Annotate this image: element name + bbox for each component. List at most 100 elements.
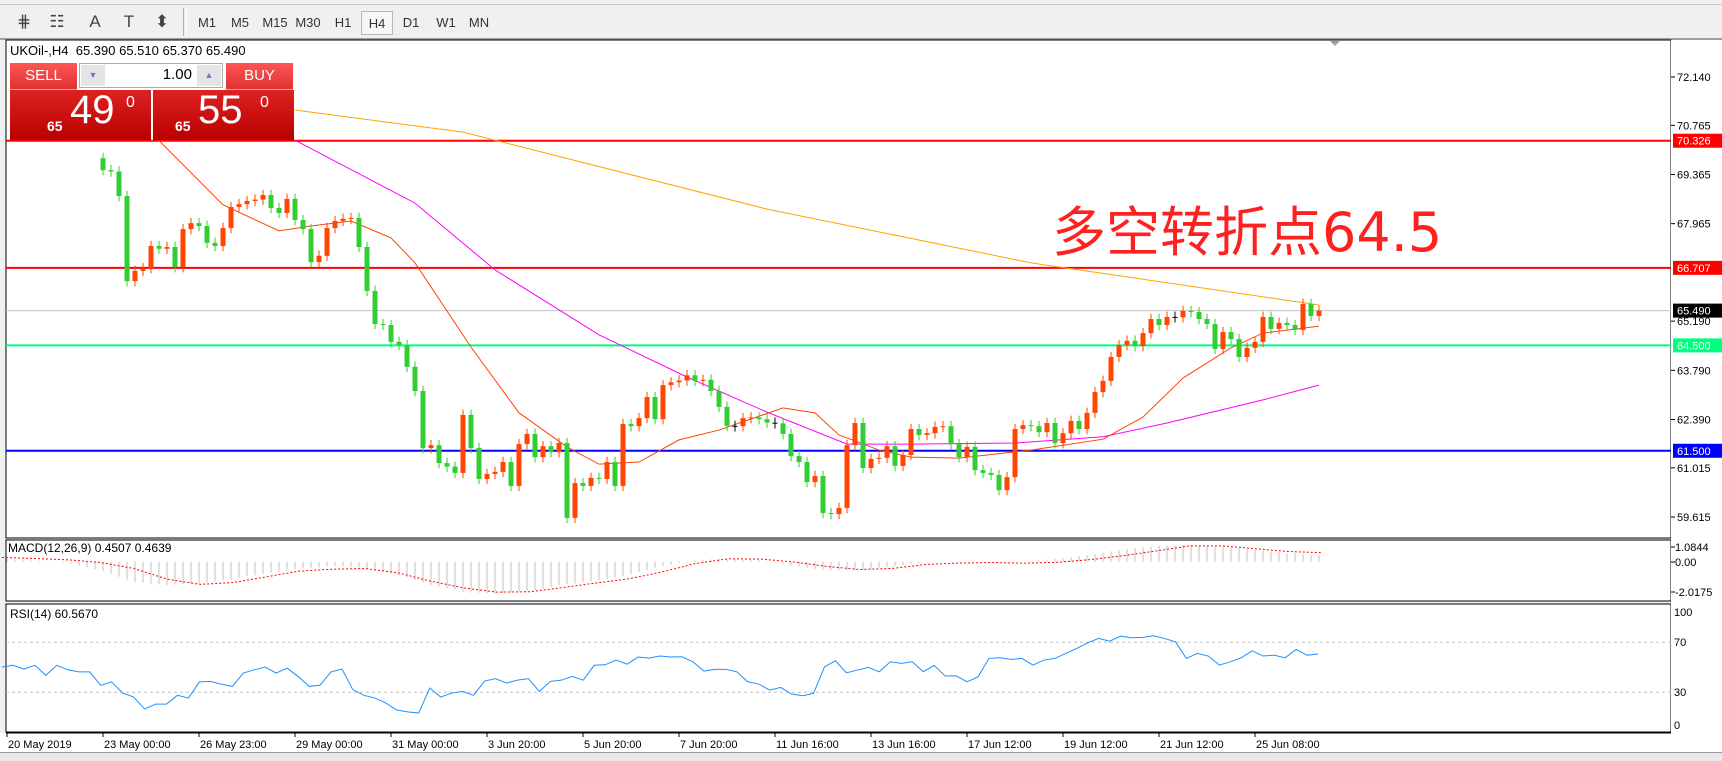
sell-price-prefix: 65: [47, 118, 63, 134]
candle-body: [980, 470, 986, 473]
candle-body: [1004, 477, 1010, 491]
candle-body: [1276, 322, 1282, 329]
buy-button[interactable]: BUY: [226, 63, 293, 90]
candle-body: [964, 446, 970, 458]
increase-lot-button[interactable]: ▲: [197, 65, 221, 86]
candle-body: [268, 195, 274, 209]
candle-body: [852, 423, 858, 446]
candle-body: [1236, 339, 1242, 357]
candle-body: [908, 429, 914, 455]
candle-body: [372, 290, 378, 324]
text-icon[interactable]: A: [89, 12, 101, 31]
timeframe-h1[interactable]: H1: [334, 15, 352, 30]
candle-body: [668, 382, 674, 386]
arrows-icon[interactable]: ⬍: [154, 12, 170, 31]
candle-body: [332, 221, 338, 229]
candle-body: [1100, 380, 1106, 393]
candle-body: [884, 446, 890, 458]
candle-body: [1196, 312, 1202, 320]
price-tag-label: 61.500: [1677, 446, 1711, 458]
timeframe-w1[interactable]: W1: [436, 15, 456, 30]
price-tag-label: 64.500: [1677, 340, 1711, 352]
candle-body: [452, 466, 458, 473]
symbol-info: UKOil-,H4 65.390 65.510 65.370 65.490: [10, 43, 246, 58]
chart-shift-marker-icon[interactable]: [1330, 41, 1340, 46]
price-tag-label: 70.326: [1677, 136, 1711, 148]
candle-body: [340, 218, 346, 222]
candle-body: [820, 476, 826, 513]
time-tick-label: 7 Jun 20:00: [680, 739, 738, 751]
rsi-label: RSI(14) 60.5670: [10, 607, 99, 621]
candle-body: [1244, 347, 1250, 357]
rsi-pane[interactable]: [5, 603, 1672, 733]
candle-body: [100, 158, 106, 171]
candle-body: [1052, 423, 1058, 444]
candle-body: [1252, 341, 1258, 348]
candle-body: [604, 462, 610, 479]
candle-body: [1084, 412, 1090, 430]
time-tick-label: 23 May 00:00: [104, 739, 171, 751]
candle-body: [548, 446, 554, 453]
timeframe-mn[interactable]: MN: [468, 15, 490, 30]
candle-body: [628, 424, 634, 427]
candle-body: [732, 425, 738, 427]
timeframe-m15[interactable]: M15: [262, 15, 288, 30]
candle-body: [788, 433, 794, 457]
candle-body: [404, 345, 410, 367]
one-click-trading-panel: SELL ▼ 1.00 ▲ BUY 65 49 0 65 55 0: [10, 63, 294, 140]
timeframe-m30[interactable]: M30: [295, 15, 321, 30]
candle-body: [860, 423, 866, 468]
candle-body: [132, 270, 138, 282]
candle-body: [244, 201, 250, 205]
timeframe-d1[interactable]: D1: [402, 15, 420, 30]
candle-body: [1284, 322, 1290, 326]
price-tick-label: 62.390: [1677, 415, 1711, 427]
candle-body: [1012, 429, 1018, 478]
candle-body: [460, 414, 466, 473]
price-tick-label: 61.015: [1677, 463, 1711, 475]
price-tag: [1673, 133, 1722, 148]
buy-price-button[interactable]: 65 55 0: [153, 88, 294, 140]
text-label-icon[interactable]: T: [123, 12, 135, 31]
sell-price-button[interactable]: 65 49 0: [10, 88, 151, 140]
candle-body: [1204, 319, 1210, 324]
candle-body: [748, 417, 754, 419]
chart-annotation-text: 多空转折点64.5: [1052, 201, 1443, 264]
lot-size-value[interactable]: 1.00: [162, 66, 192, 83]
moving-average-line: [158, 140, 1320, 465]
timeframe-m1[interactable]: M1: [197, 15, 217, 30]
candle-body: [956, 444, 962, 458]
fibonacci-grid-icon[interactable]: ☷: [49, 12, 65, 31]
price-tick-label: 70.765: [1677, 120, 1711, 132]
sell-price-main: 49: [70, 88, 115, 132]
candle-body: [308, 229, 314, 263]
chart-toolbar: ⋕ ☷ A T ⬍ M1 M5 M15 M30 H1 H4 D1 W1 MN: [0, 4, 1722, 40]
price-tag: [1673, 260, 1722, 275]
candle-body: [1020, 425, 1026, 430]
chart-tabs-bar[interactable]: [0, 752, 1722, 761]
timeframe-h4[interactable]: H4: [361, 11, 393, 35]
macd-pane[interactable]: [5, 539, 1672, 602]
candle-body: [988, 472, 994, 476]
candle-body: [564, 443, 570, 518]
sell-button[interactable]: SELL: [10, 63, 77, 90]
lot-size-input[interactable]: ▼ 1.00 ▲: [79, 63, 223, 88]
decrease-lot-button[interactable]: ▼: [81, 65, 105, 86]
candle-body: [524, 433, 530, 445]
candle-body: [212, 242, 218, 246]
candle-body: [220, 228, 226, 246]
candle-body: [660, 385, 666, 420]
candle-body: [1212, 323, 1218, 349]
candle-body: [1260, 316, 1266, 342]
timeframe-m5[interactable]: M5: [230, 15, 250, 30]
rsi-tick-label: 70: [1674, 637, 1686, 649]
candle-body: [1132, 340, 1138, 347]
price-tick-label: 65.190: [1677, 316, 1711, 328]
candle-body: [252, 199, 258, 202]
candle-body: [1164, 316, 1170, 326]
candle-body: [348, 217, 354, 219]
fibonacci-expansion-icon[interactable]: ⋕: [16, 12, 32, 31]
candle-body: [436, 445, 442, 464]
candle-body: [700, 379, 706, 381]
time-tick-label: 21 Jun 12:00: [1160, 739, 1224, 751]
